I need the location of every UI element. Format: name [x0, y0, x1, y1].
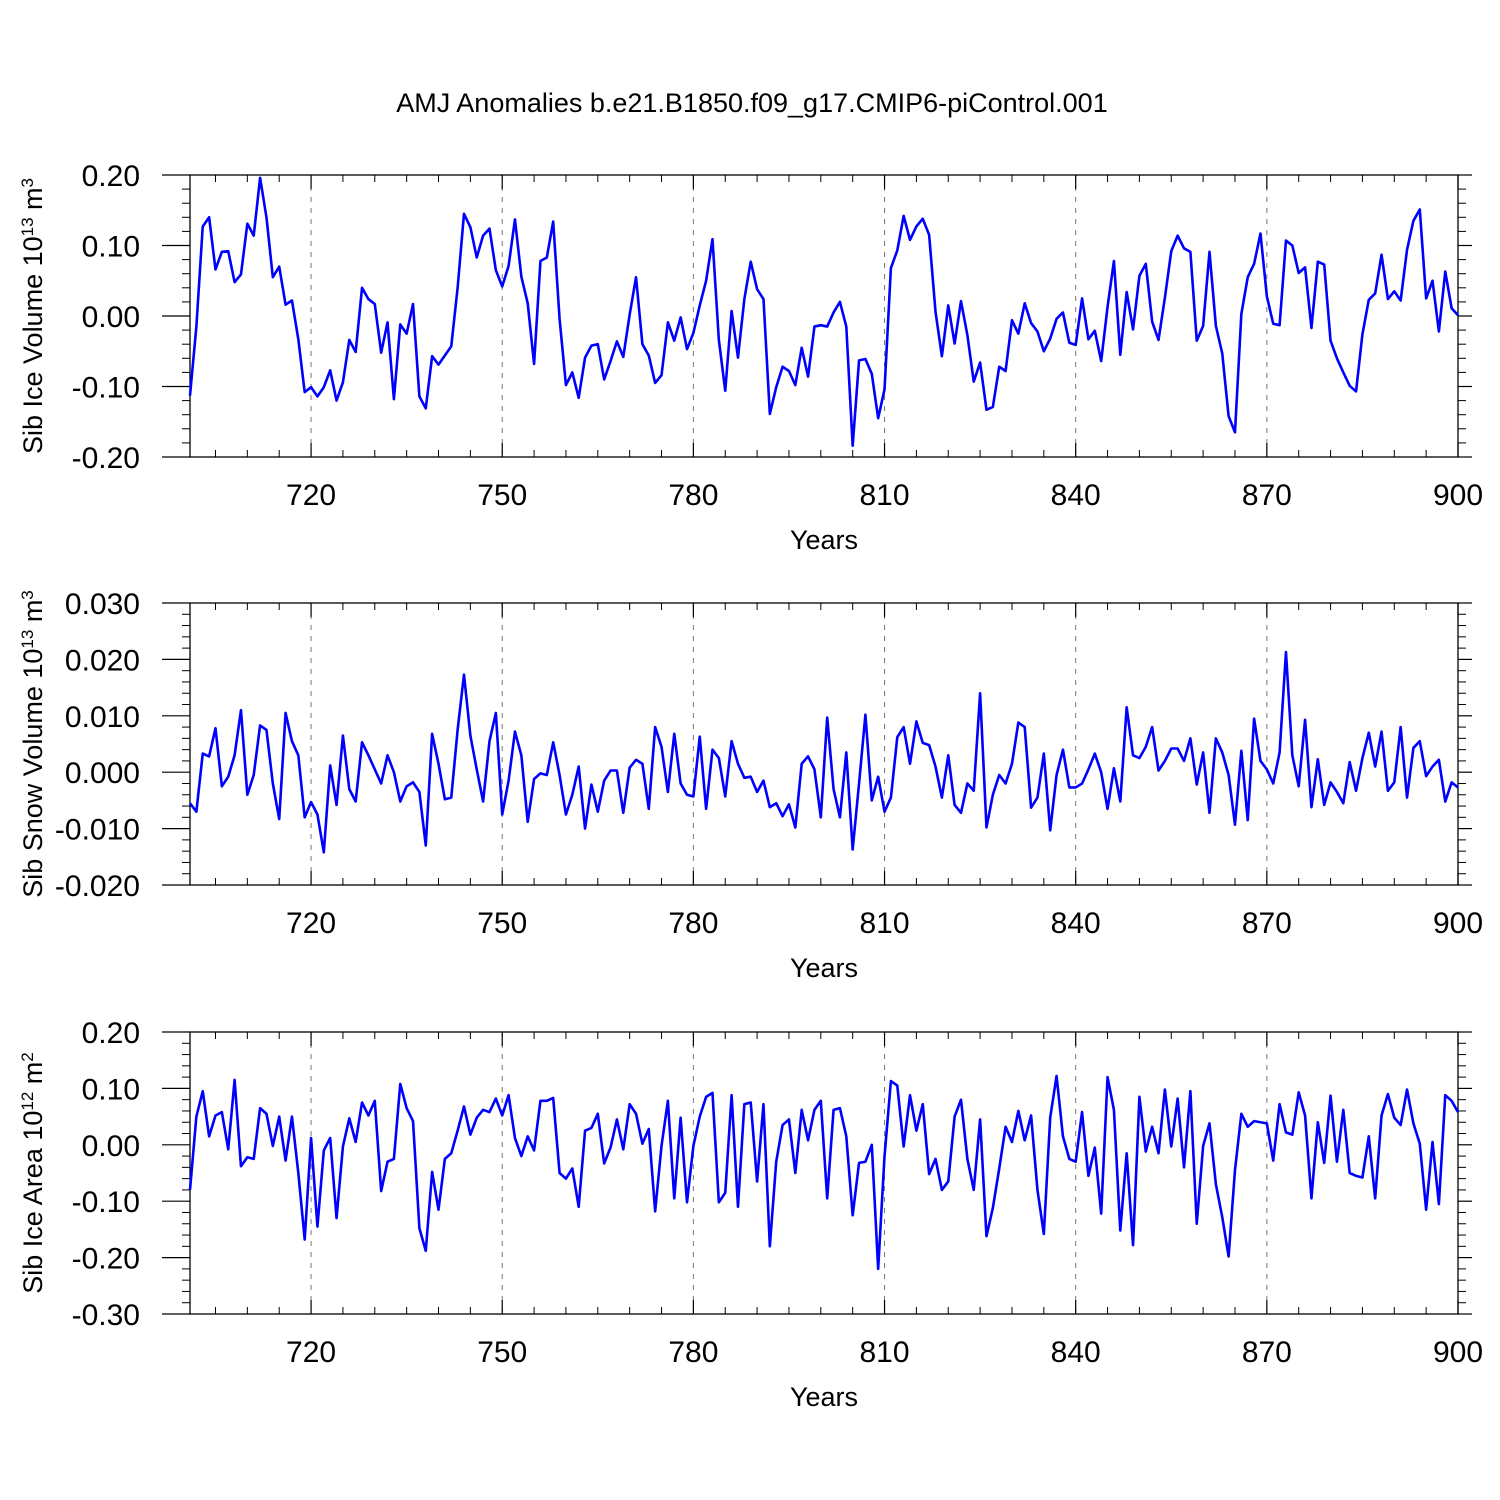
y-tick-label: 0.000: [65, 757, 140, 790]
panel-1: 720 750 780 810 840 870 900 -0.20 -0.10 0.00 0.10 0…: [18, 160, 1483, 555]
x-axis-label: Years: [790, 953, 858, 983]
x-tick-label: 840: [1051, 1336, 1101, 1369]
x-tick-label: 720: [286, 1336, 336, 1369]
x-axis-label: Years: [790, 525, 858, 555]
y-axis-label-superscript: 3: [18, 178, 37, 187]
chart-title: AMJ Anomalies b.e21.B1850.f09_g17.CMIP6-…: [396, 88, 1107, 118]
y-tick-label: -0.20: [72, 442, 140, 475]
x-tick-label: 780: [668, 1336, 718, 1369]
y-axis-label-superscript: 2: [18, 1052, 37, 1061]
panel-3: 720 750 780 810 840 870 900 -0.30 -0.20 -0.10 0.00…: [18, 1017, 1483, 1412]
x-tick-label: 900: [1433, 1336, 1483, 1369]
plot-frame: [189, 1031, 1459, 1315]
y-tick-label: 0.030: [65, 588, 140, 621]
y-tick-label: -0.010: [55, 814, 140, 847]
y-axis-label-text: Sib Ice Volume 10: [18, 236, 48, 454]
x-tick-label: 840: [1051, 479, 1101, 512]
y-axis-label-text: m: [18, 187, 48, 217]
y-axis-label-text: m: [18, 600, 48, 630]
x-axis-label: Years: [790, 1382, 858, 1412]
plot-frame: [189, 174, 1459, 458]
x-tick-label: 750: [477, 1336, 527, 1369]
y-tick-label: -0.020: [55, 870, 140, 903]
y-axis-label: Sib Ice Volume 1013 m3: [18, 178, 48, 454]
y-tick-label: 0.20: [82, 1017, 140, 1050]
x-tick-label: 720: [286, 907, 336, 940]
y-tick-label: 0.10: [82, 1073, 140, 1106]
y-axis-label: Sib Snow Volume 1013 m3: [18, 590, 48, 898]
y-tick-label: 0.020: [65, 644, 140, 677]
y-tick-label: 0.20: [82, 160, 140, 193]
y-tick-label: 0.00: [82, 301, 140, 334]
x-tick-label: 870: [1242, 1336, 1292, 1369]
y-axis-label: Sib Ice Area 1012 m2: [18, 1052, 48, 1294]
y-axis-label-text: Sib Snow Volume 10: [18, 649, 48, 898]
y-tick-label: 0.10: [82, 231, 140, 264]
x-tick-label: 780: [668, 907, 718, 940]
y-axis-label-superscript: 3: [18, 590, 37, 599]
y-axis-label-superscript: 12: [18, 1092, 37, 1111]
x-tick-label: 750: [477, 907, 527, 940]
y-axis-label-text: Sib Ice Area 10: [18, 1111, 48, 1294]
series-line: [188, 1074, 1460, 1271]
panel-2: 720 750 780 810 840 870 900 -0.020 -0.010 0.000 0.…: [18, 588, 1483, 983]
plot-frame: [189, 602, 1459, 886]
y-axis-label-text: m: [18, 1062, 48, 1092]
y-axis-label-superscript: 13: [18, 630, 37, 649]
y-tick-label: -0.30: [72, 1299, 140, 1332]
series-line: [188, 650, 1459, 854]
x-tick-label: 810: [860, 1336, 910, 1369]
series-line: [188, 176, 1459, 448]
x-tick-label: 870: [1242, 907, 1292, 940]
y-tick-label: 0.00: [82, 1130, 140, 1163]
x-tick-label: 840: [1051, 907, 1101, 940]
y-tick-label: 0.010: [65, 701, 140, 734]
x-tick-label: 810: [860, 479, 910, 512]
y-tick-label: -0.20: [72, 1243, 140, 1276]
y-axis-label-superscript: 13: [18, 217, 37, 236]
x-tick-label: 900: [1433, 479, 1483, 512]
x-tick-label: 780: [668, 479, 718, 512]
y-tick-label: -0.10: [72, 1186, 140, 1219]
x-tick-label: 870: [1242, 479, 1292, 512]
x-tick-label: 810: [860, 907, 910, 940]
y-tick-label: -0.10: [72, 372, 140, 405]
x-tick-label: 720: [286, 479, 336, 512]
x-tick-label: 750: [477, 479, 527, 512]
x-tick-label: 900: [1433, 907, 1483, 940]
